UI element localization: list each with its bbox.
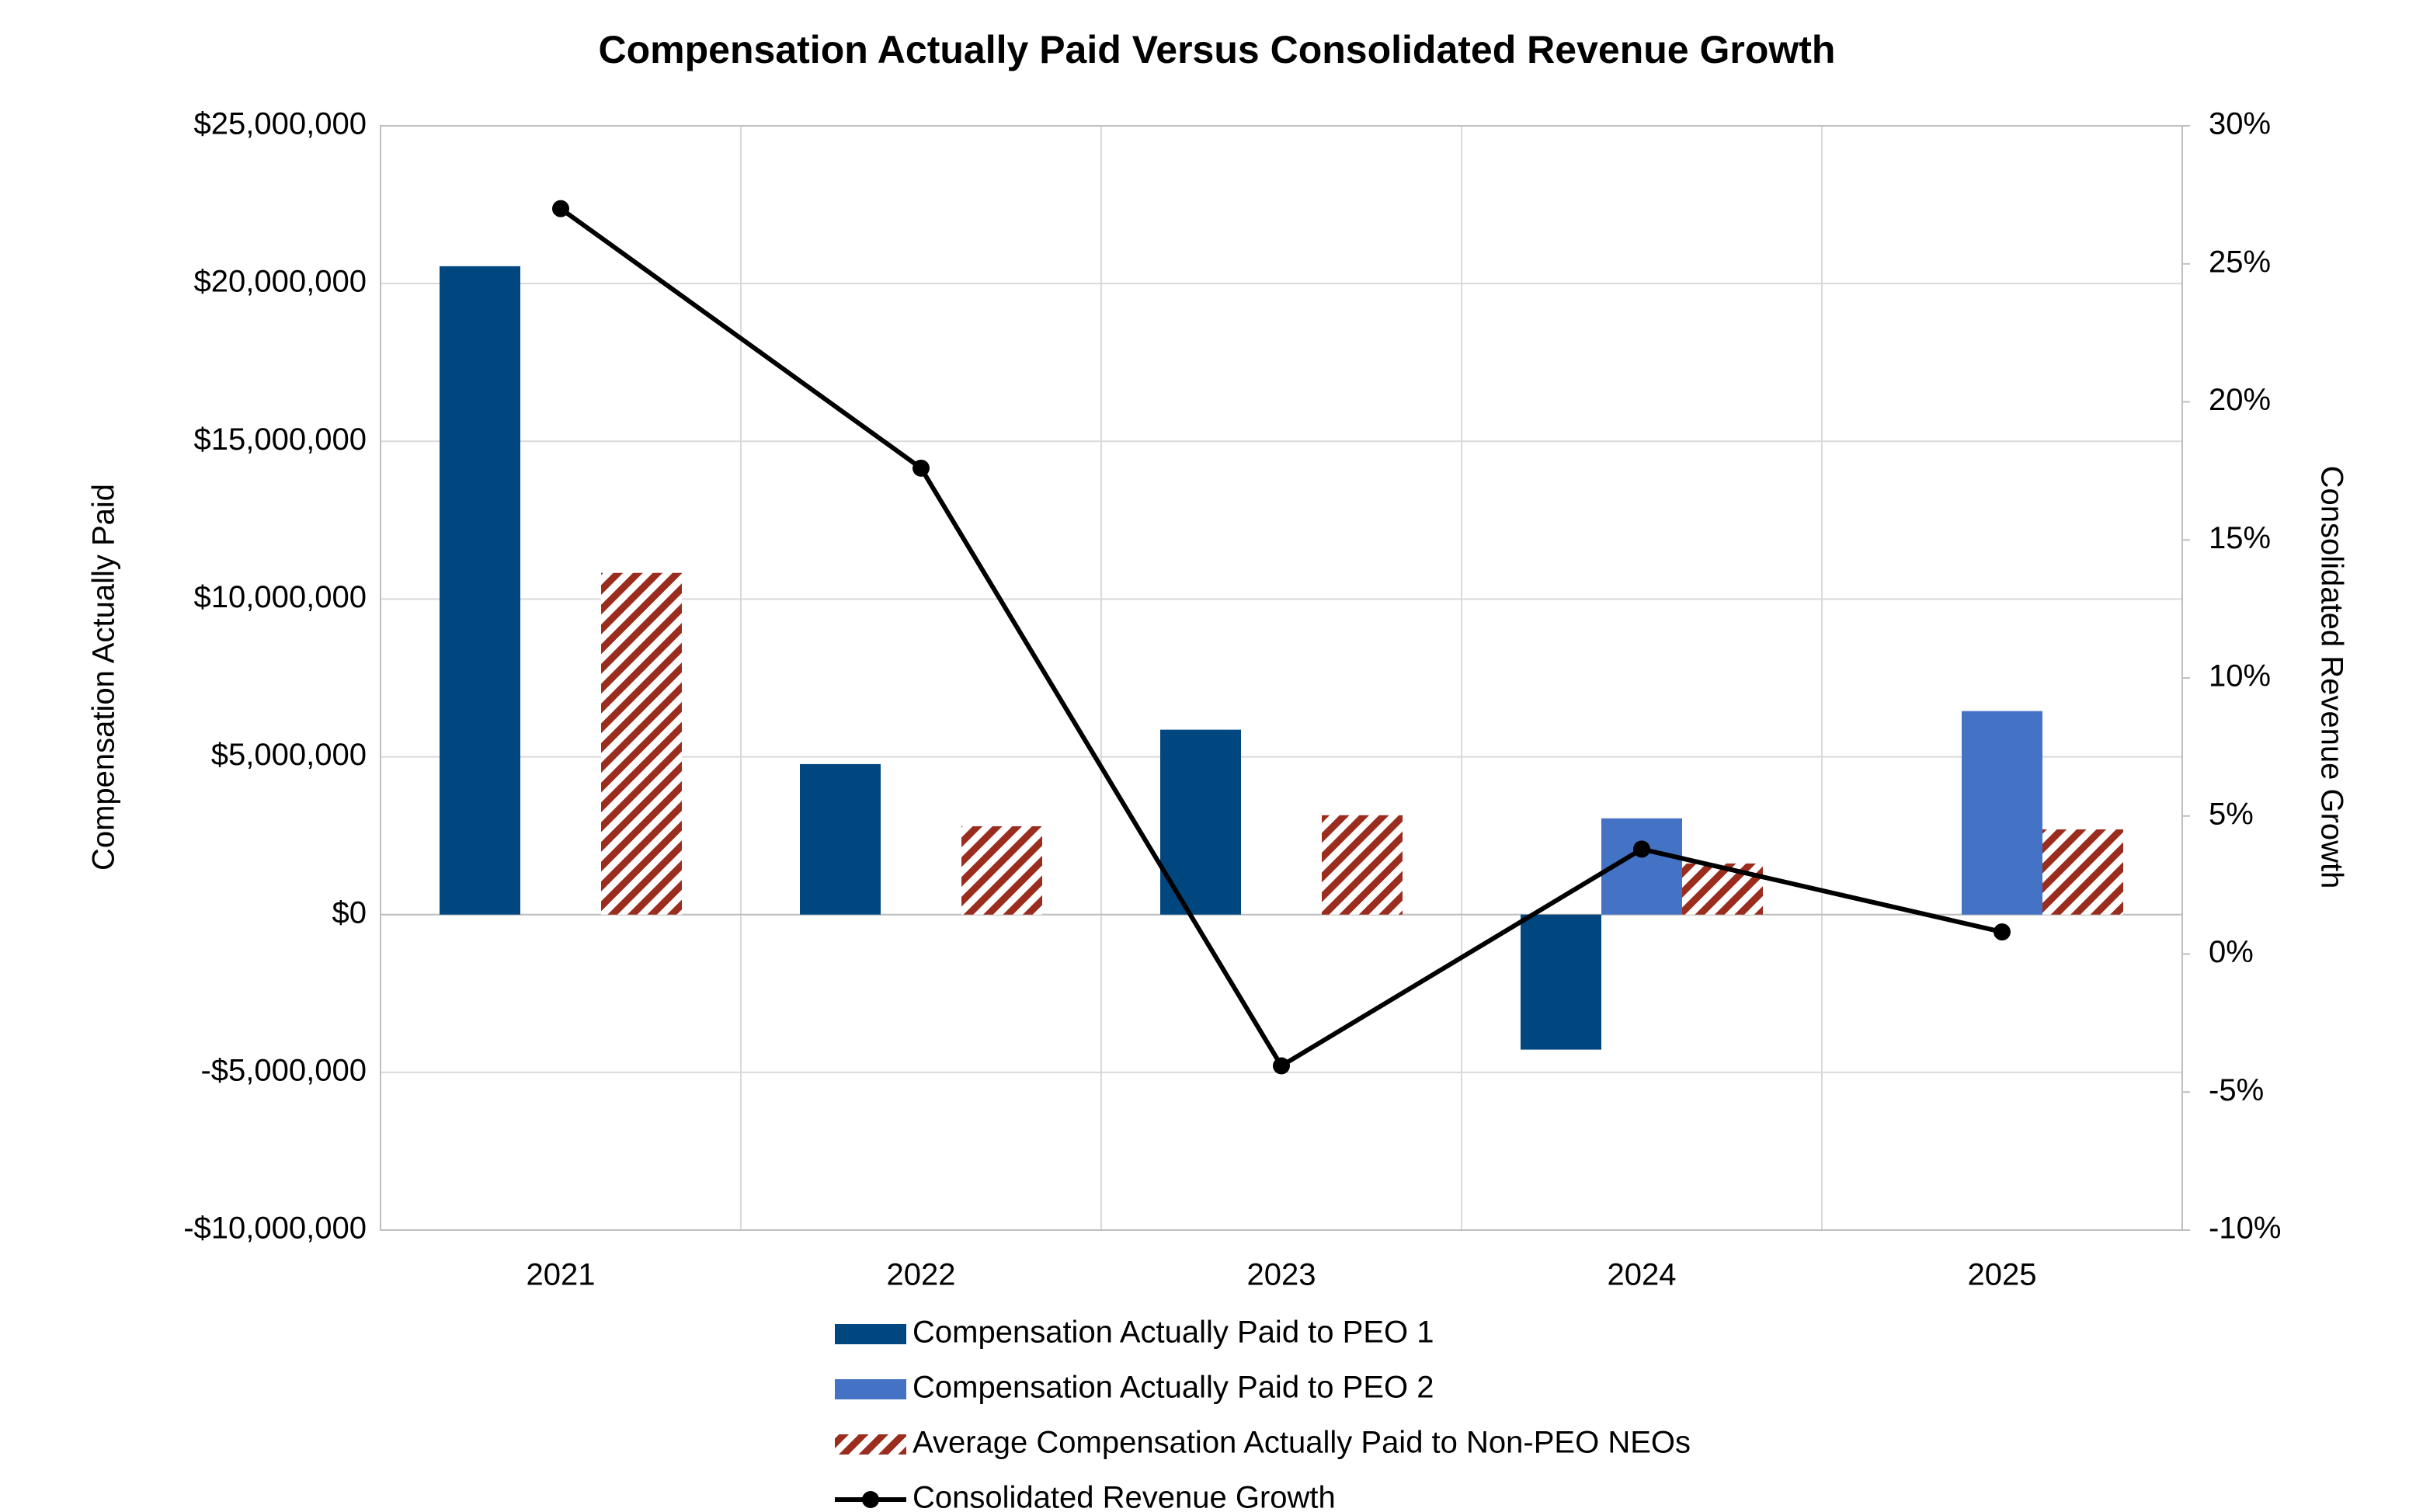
line-marker [912,459,930,477]
y-tick-label: $10,000,000 [194,580,367,614]
x-tick-label: 2023 [1247,1258,1316,1292]
y-tick-label: $25,000,000 [194,107,367,141]
y-tick-label: $0 [332,895,367,930]
bar [1962,711,2042,915]
bar [1322,815,1403,915]
legend-swatch [835,1379,906,1399]
y2-axis-title: Consolidated Revenue Growth [2314,466,2348,889]
legend-label: Compensation Actually Paid to PEO 2 [912,1371,1434,1405]
bar [440,266,520,915]
y2-tick-label: 0% [2209,935,2254,969]
x-tick-label: 2025 [1968,1258,2037,1292]
y-tick-label: $5,000,000 [211,738,367,772]
y-tick-label: -$10,000,000 [183,1211,367,1246]
y2-tick-label: 20% [2209,383,2271,417]
legend-swatch [835,1324,906,1344]
legend-label: Consolidated Revenue Growth [912,1481,1336,1512]
line-marker [1273,1057,1290,1075]
line [559,207,2003,1069]
y2-tick-label: 5% [2209,797,2254,831]
y2-tick-label: -5% [2209,1073,2264,1107]
bar [2042,829,2123,915]
y2-tick-label: 10% [2209,659,2271,693]
bar [1521,914,1601,1050]
y-tick-label: $15,000,000 [194,422,367,457]
x-tick-label: 2024 [1608,1258,1677,1292]
legend-swatch [835,1434,906,1455]
y-tick-label: -$5,000,000 [200,1053,367,1087]
bar [961,826,1042,915]
y-tick-label: $20,000,000 [194,265,367,299]
y2-tick-label: 25% [2209,245,2271,279]
y2-tick-label: -10% [2209,1211,2281,1246]
plot-frame [380,125,2183,1231]
legend-label: Average Compensation Actually Paid to No… [912,1426,1691,1460]
bar [1682,863,1763,915]
chart-title: Compensation Actually Paid Versus Consol… [599,28,1836,71]
x-tick-label: 2022 [887,1258,956,1292]
legend-marker [862,1491,879,1508]
bar [800,763,881,915]
y-axis-title: Compensation Actually Paid [87,484,121,871]
line-marker [1633,840,1650,858]
line-marker [1994,923,2011,941]
legend-label: Compensation Actually Paid to PEO 1 [912,1316,1434,1350]
bar [601,572,682,915]
y2-tick-label: 15% [2209,521,2271,555]
line-marker [552,200,569,217]
y2-tick-label: 30% [2209,107,2271,141]
x-tick-label: 2021 [527,1258,596,1292]
